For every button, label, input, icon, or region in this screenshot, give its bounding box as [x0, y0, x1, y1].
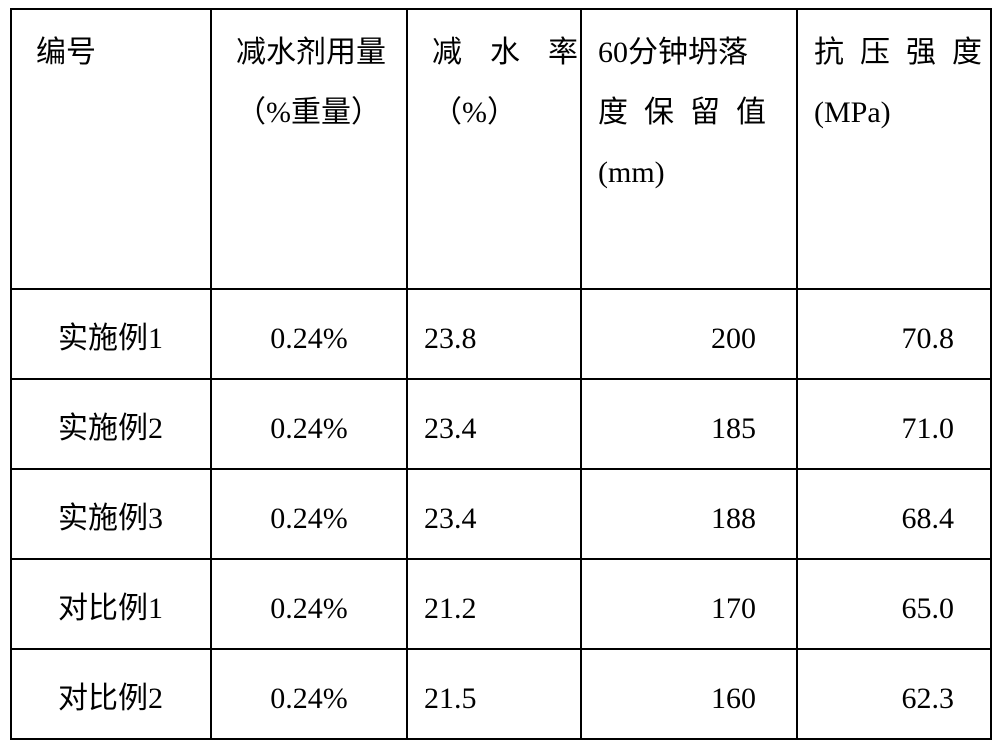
cell-wr-text: 21.2: [408, 560, 580, 624]
cell-strength: 62.3: [797, 649, 991, 739]
cell-dosage: 0.24%: [211, 559, 407, 649]
cell-strength: 71.0: [797, 379, 991, 469]
cell-id-text: 实施例2: [12, 380, 210, 444]
cell-dosage: 0.24%: [211, 379, 407, 469]
cell-dosage-text: 0.24%: [212, 380, 406, 444]
col-header-slump-seg1: 60分钟坍落: [598, 38, 774, 68]
cell-slump: 170: [581, 559, 797, 649]
cell-strength: 68.4: [797, 469, 991, 559]
cell-strength-text: 70.8: [798, 290, 990, 354]
cell-wr-text: 21.5: [408, 650, 580, 714]
cell-wr: 23.8: [407, 289, 581, 379]
cell-strength: 70.8: [797, 289, 991, 379]
cell-wr: 21.5: [407, 649, 581, 739]
col-header-slump-seg2: 度保留值: [598, 98, 774, 128]
table-row: 实施例2 0.24% 23.4 185 71.0: [11, 379, 991, 469]
cell-wr: 23.4: [407, 469, 581, 559]
page: 编号 减水剂用量 （%重量） 减水率 （%） 60分钟坍落 度保留值: [0, 0, 1000, 754]
cell-id-text: 对比例1: [12, 560, 210, 624]
cell-wr-text: 23.8: [408, 290, 580, 354]
cell-dosage-text: 0.24%: [212, 290, 406, 354]
cell-dosage-text: 0.24%: [212, 470, 406, 534]
col-header-strength: 抗压强度 (MPa): [797, 9, 991, 289]
col-header-wr-seg2: （%）: [432, 98, 558, 128]
table-header-row: 编号 减水剂用量 （%重量） 减水率 （%） 60分钟坍落 度保留值: [11, 9, 991, 289]
table-row: 对比例1 0.24% 21.2 170 65.0: [11, 559, 991, 649]
cell-slump-text: 188: [582, 470, 796, 534]
cell-id-text: 实施例3: [12, 470, 210, 534]
col-header-dosage-seg1: 减水剂用量: [236, 38, 384, 68]
cell-dosage: 0.24%: [211, 469, 407, 559]
cell-slump: 185: [581, 379, 797, 469]
cell-dosage-text: 0.24%: [212, 560, 406, 624]
cell-id: 对比例1: [11, 559, 211, 649]
table-row: 实施例1 0.24% 23.8 200 70.8: [11, 289, 991, 379]
cell-slump-text: 200: [582, 290, 796, 354]
cell-slump-text: 170: [582, 560, 796, 624]
cell-id-text: 实施例1: [12, 290, 210, 354]
col-header-id-seg1: 编号: [36, 38, 188, 68]
cell-slump: 200: [581, 289, 797, 379]
cell-dosage: 0.24%: [211, 289, 407, 379]
col-header-slump-seg3: (mm): [598, 158, 774, 188]
cell-wr: 21.2: [407, 559, 581, 649]
cell-strength: 65.0: [797, 559, 991, 649]
col-header-slump: 60分钟坍落 度保留值 (mm): [581, 9, 797, 289]
col-header-dosage-seg2: （%重量）: [236, 98, 384, 128]
cell-dosage: 0.24%: [211, 649, 407, 739]
cell-wr: 23.4: [407, 379, 581, 469]
col-header-strength-seg2: (MPa): [814, 98, 968, 128]
table-row: 对比例2 0.24% 21.5 160 62.3: [11, 649, 991, 739]
cell-slump: 160: [581, 649, 797, 739]
cell-strength-text: 68.4: [798, 470, 990, 534]
cell-id-text: 对比例2: [12, 650, 210, 714]
cell-strength-text: 71.0: [798, 380, 990, 444]
cell-id: 实施例1: [11, 289, 211, 379]
cell-slump-text: 160: [582, 650, 796, 714]
data-table: 编号 减水剂用量 （%重量） 减水率 （%） 60分钟坍落 度保留值: [10, 8, 992, 740]
col-header-wr-seg1: 减水率: [432, 38, 558, 68]
cell-slump: 188: [581, 469, 797, 559]
col-header-id: 编号: [11, 9, 211, 289]
cell-strength-text: 65.0: [798, 560, 990, 624]
cell-id: 对比例2: [11, 649, 211, 739]
cell-wr-text: 23.4: [408, 470, 580, 534]
col-header-dosage: 减水剂用量 （%重量）: [211, 9, 407, 289]
cell-slump-text: 185: [582, 380, 796, 444]
cell-dosage-text: 0.24%: [212, 650, 406, 714]
cell-wr-text: 23.4: [408, 380, 580, 444]
cell-strength-text: 62.3: [798, 650, 990, 714]
table-row: 实施例3 0.24% 23.4 188 68.4: [11, 469, 991, 559]
col-header-strength-seg1: 抗压强度: [814, 38, 968, 68]
cell-id: 实施例2: [11, 379, 211, 469]
col-header-water-reduction: 减水率 （%）: [407, 9, 581, 289]
cell-id: 实施例3: [11, 469, 211, 559]
